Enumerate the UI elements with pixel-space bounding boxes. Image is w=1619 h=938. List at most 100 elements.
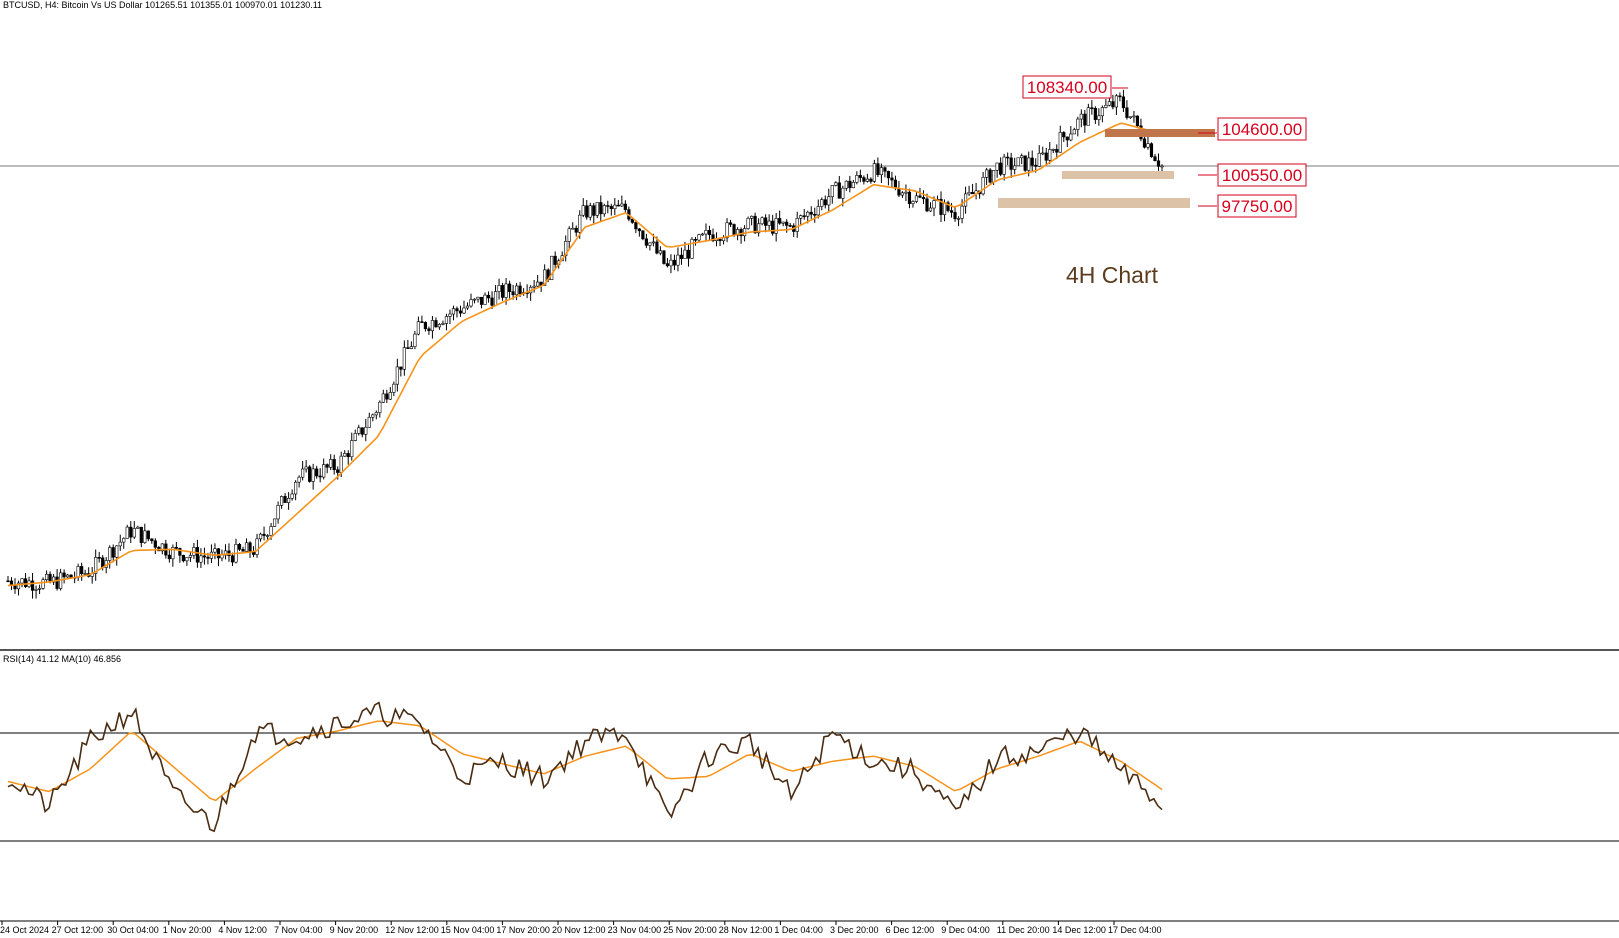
candle-body <box>80 566 84 575</box>
candle-body <box>1114 95 1119 108</box>
candle-body <box>476 296 480 300</box>
candle-body <box>725 222 729 239</box>
candle-body <box>434 320 438 328</box>
candle-body <box>458 310 463 314</box>
candle-body <box>785 221 789 226</box>
candle-body <box>37 587 42 590</box>
candle-body <box>795 217 799 232</box>
candle-body <box>160 543 164 552</box>
candle-body <box>1156 160 1161 167</box>
candle-body <box>609 206 613 210</box>
candle-body <box>364 426 368 435</box>
candle-body <box>518 285 522 295</box>
candles <box>6 89 1164 599</box>
candle-body <box>276 505 280 520</box>
candle-body <box>139 526 143 543</box>
candle-body <box>851 182 855 189</box>
candle-body <box>94 557 98 574</box>
candle-body <box>1107 101 1111 106</box>
candle-body <box>1065 136 1069 141</box>
candle-body <box>230 555 235 563</box>
candle-body <box>178 547 182 556</box>
candle-body <box>728 222 733 225</box>
candle-body <box>578 214 582 233</box>
candle-body <box>301 468 305 478</box>
candle-body <box>195 547 200 563</box>
candle-body <box>865 178 869 182</box>
chart-header: BTCUSD, H4: Bitcoin Vs US Dollar 101265.… <box>3 0 322 10</box>
candle-body <box>1076 118 1080 130</box>
candle-body <box>367 416 371 428</box>
candle-body <box>329 459 333 468</box>
candle-body <box>848 180 852 189</box>
candle-body <box>602 205 606 215</box>
candle-body <box>806 211 810 217</box>
candle-body <box>272 518 277 527</box>
candle-body <box>290 493 294 499</box>
level-label-text: 108340.00 <box>1027 78 1107 97</box>
candle-body <box>581 205 585 216</box>
candle-body <box>13 585 17 590</box>
candle-body <box>413 333 417 347</box>
candle-body <box>416 321 420 335</box>
candle-body <box>858 175 862 178</box>
candle-body <box>51 576 56 583</box>
candle-body <box>1051 149 1055 151</box>
time-axis-label: 11 Dec 20:00 <box>997 925 1050 935</box>
level-label-box <box>1217 194 1297 218</box>
level-label-text: 97750.00 <box>1222 197 1293 216</box>
candle-body <box>371 414 375 418</box>
candle-body <box>504 283 508 298</box>
candle-body <box>448 313 452 317</box>
rsi-ma-line <box>7 720 1163 802</box>
candle-body <box>465 305 470 309</box>
candle-body <box>813 214 817 216</box>
candle-body <box>651 241 655 244</box>
candle-body <box>125 526 129 539</box>
level-label-text: 100550.00 <box>1222 166 1302 185</box>
candle-body <box>837 182 841 199</box>
candle-body <box>44 573 49 581</box>
candle-body <box>658 250 663 254</box>
candle-body <box>809 211 813 215</box>
candle-body <box>1121 96 1126 109</box>
candle-body <box>1142 138 1147 148</box>
candle-body <box>437 324 442 328</box>
candle-body <box>704 229 708 235</box>
candle-body <box>515 285 519 296</box>
candle-body <box>304 466 308 470</box>
level-label-97750: 97750.00 <box>1217 194 1297 218</box>
candle-body <box>827 196 831 206</box>
candle-body <box>150 538 154 542</box>
candle-body <box>146 530 150 540</box>
candle-body <box>1093 108 1097 120</box>
candle-body <box>97 557 101 559</box>
candle-body <box>620 203 624 207</box>
candle-body <box>953 212 957 220</box>
candle-body <box>258 533 263 540</box>
time-axis-label: 1 Nov 20:00 <box>163 925 212 935</box>
candle-body <box>746 218 750 229</box>
candle-body <box>999 162 1003 175</box>
candle-body <box>395 366 399 385</box>
level-label-text: 104600.00 <box>1222 120 1302 139</box>
candle-body <box>690 239 694 259</box>
candle-body <box>472 298 477 301</box>
candle-body <box>700 233 705 236</box>
candle-body <box>34 589 38 591</box>
candle-body <box>946 202 950 211</box>
candle-body <box>287 497 291 503</box>
chart-annotation: 4H Chart <box>1066 262 1159 288</box>
candle-body <box>237 544 242 550</box>
candle-body <box>1013 165 1017 170</box>
rsi-header: RSI(14) 41.12 MA(10) 46.856 <box>3 654 121 664</box>
candle-body <box>174 547 178 549</box>
candle-body <box>55 576 59 589</box>
candle-body <box>904 191 908 194</box>
candle-body <box>381 393 385 403</box>
candle-body <box>283 496 287 503</box>
candle-body <box>788 225 792 227</box>
candle-body <box>430 320 435 331</box>
candle-body <box>669 259 673 267</box>
time-axis-label: 4 Nov 12:00 <box>218 925 267 935</box>
